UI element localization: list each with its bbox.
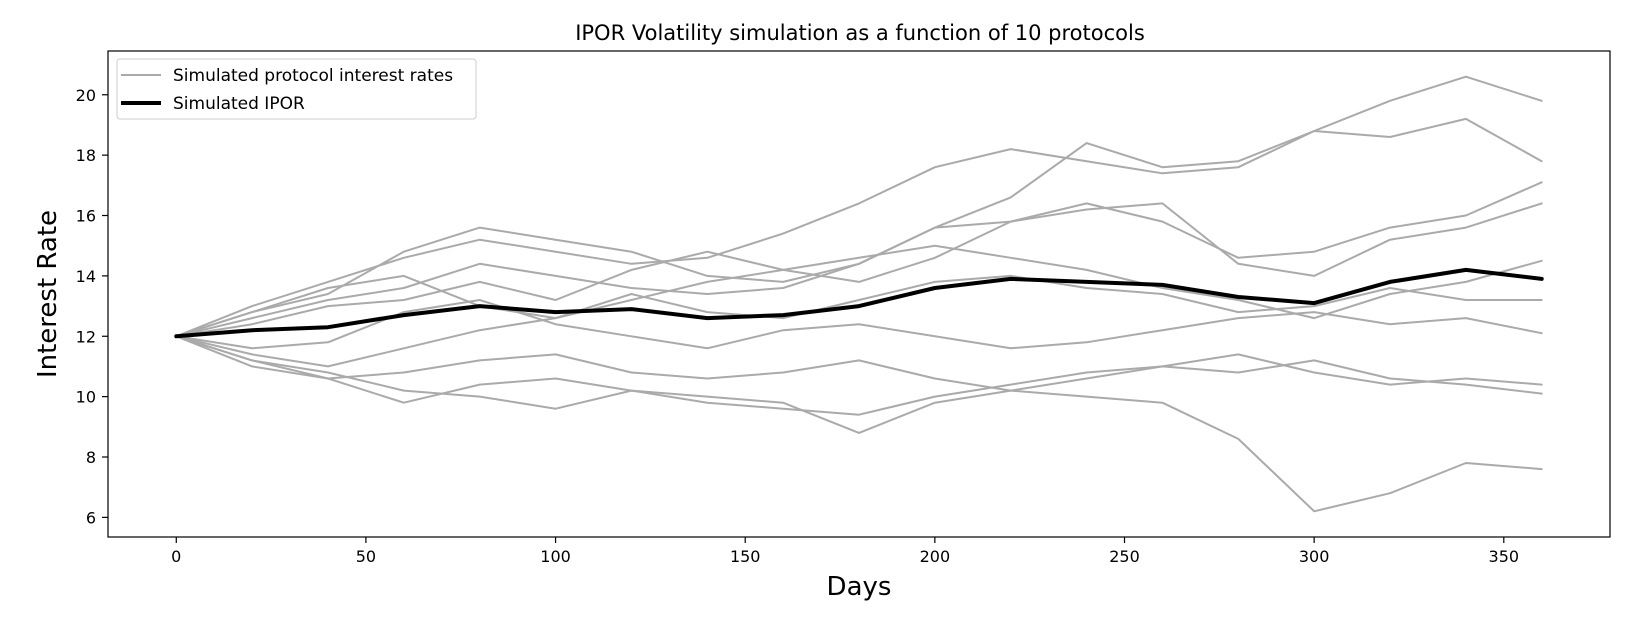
chart-title: IPOR Volatility simulation as a function… <box>575 21 1145 45</box>
plot-frame <box>107 50 1611 538</box>
y-tick-label: 20 <box>76 86 96 105</box>
y-tick-label: 16 <box>76 207 96 226</box>
x-tick-label: 0 <box>171 547 181 566</box>
x-axis-label: Days <box>827 572 892 602</box>
plot-area <box>174 75 1544 513</box>
legend-label-ipor: Simulated IPOR <box>173 94 305 114</box>
x-tick-label: 150 <box>730 547 761 566</box>
ipor-series-line <box>174 267 1544 339</box>
x-tick-label: 350 <box>1489 547 1520 566</box>
x-tick-label: 200 <box>920 547 951 566</box>
protocol-series-line-7 <box>175 299 1543 350</box>
y-tick-label: 14 <box>76 267 96 286</box>
x-tick-label: 100 <box>540 547 571 566</box>
legend-box <box>116 58 477 120</box>
protocol-series-line-10 <box>175 335 1543 513</box>
y-tick-label: 6 <box>86 508 96 527</box>
y-tick-label: 18 <box>76 146 96 165</box>
x-axis: 0 50 100 150 200 250 300 350 <box>171 537 1519 566</box>
protocol-series-line-6 <box>175 274 1543 368</box>
protocol-series-line-8 <box>175 335 1543 392</box>
y-axis-label: Interest Rate <box>33 210 63 378</box>
protocol-series-line-5 <box>175 244 1543 338</box>
x-tick-label: 300 <box>1299 547 1330 566</box>
legend: Simulated protocol interest rates Simula… <box>116 58 477 120</box>
y-tick-label: 8 <box>86 448 96 467</box>
x-tick-label: 50 <box>356 547 376 566</box>
protocol-series-line-3 <box>175 181 1543 338</box>
y-axis: 6 8 10 12 14 16 18 20 <box>76 86 108 527</box>
y-tick-label: 10 <box>76 388 96 407</box>
x-tick-label: 250 <box>1109 547 1140 566</box>
protocol-series-line-4 <box>175 202 1543 338</box>
y-tick-label: 12 <box>76 327 96 346</box>
legend-label-protocol: Simulated protocol interest rates <box>173 66 453 86</box>
protocol-series-line-9 <box>175 335 1543 416</box>
